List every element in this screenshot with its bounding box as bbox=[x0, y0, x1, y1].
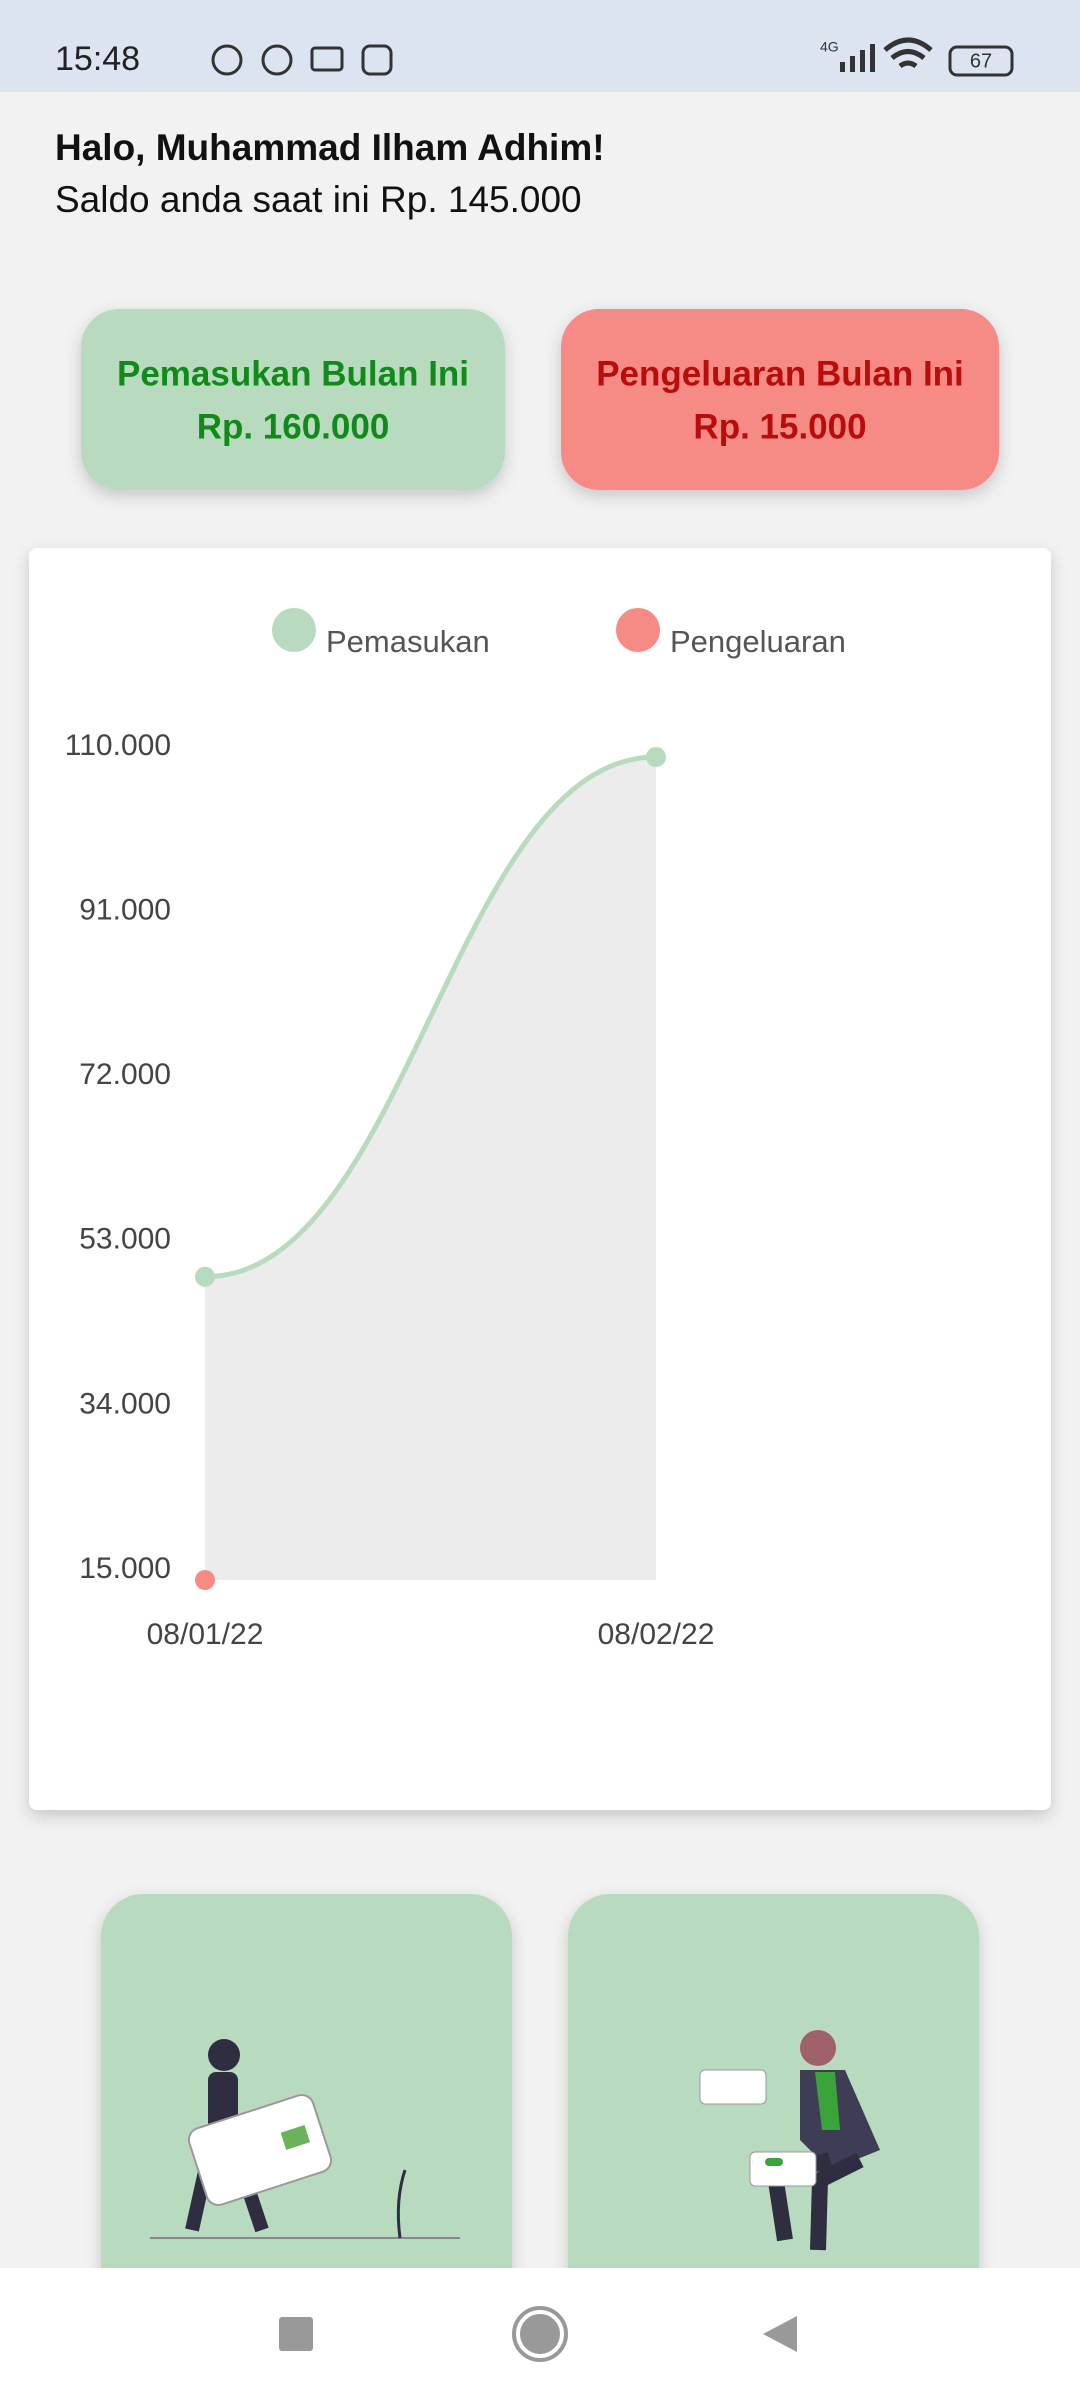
data-point bbox=[195, 1266, 215, 1287]
x-tick-label: 08/02/22 bbox=[598, 1618, 715, 1651]
battery-icon bbox=[948, 45, 1014, 77]
data-point bbox=[195, 1570, 215, 1590]
recents-button[interactable] bbox=[279, 2317, 313, 2351]
series-line bbox=[204, 754, 657, 1280]
income-title: Pemasukan Bulan Ini bbox=[117, 354, 469, 393]
y-tick-label: 15.000 bbox=[79, 1552, 171, 1585]
income-card[interactable] bbox=[81, 309, 505, 490]
y-tick-label: 91.000 bbox=[79, 894, 171, 927]
menu-card[interactable] bbox=[568, 1894, 979, 2314]
status-icons bbox=[211, 44, 393, 76]
y-tick-label: 110.000 bbox=[65, 729, 171, 762]
x-tick-label: 08/01/22 bbox=[147, 1618, 264, 1651]
back-button[interactable] bbox=[763, 2316, 797, 2352]
income-amount: Rp. 160.000 bbox=[197, 407, 390, 446]
clock: 15:48 bbox=[55, 40, 140, 78]
legend-label: Pemasukan bbox=[326, 624, 490, 659]
legend-label: Pengeluaran bbox=[670, 624, 846, 659]
balance: Saldo anda saat ini Rp. 145.000 bbox=[55, 179, 582, 220]
data-point bbox=[646, 747, 666, 767]
signal-icon bbox=[840, 44, 875, 72]
status-bar bbox=[0, 0, 1080, 92]
wifi-icon bbox=[883, 37, 933, 69]
area-fill bbox=[205, 757, 656, 1580]
y-tick-label: 72.000 bbox=[79, 1058, 171, 1091]
home-button[interactable] bbox=[516, 2310, 564, 2358]
chart: 15.000 34.000 53.000 72.000 91.000 110.000 08/… bbox=[65, 608, 846, 1651]
legend-swatch bbox=[272, 608, 316, 652]
greeting: Halo, Muhammad Ilham Adhim! bbox=[55, 127, 605, 168]
y-tick-label: 34.000 bbox=[79, 1387, 171, 1420]
expense-title: Pengeluaran Bulan Ini bbox=[596, 354, 964, 393]
illustration-woman bbox=[150, 2039, 460, 2239]
illustration-man bbox=[699, 2030, 880, 2251]
y-tick-label: 53.000 bbox=[79, 1223, 171, 1256]
network-label: 4G bbox=[820, 39, 839, 55]
expense-amount: Rp. 15.000 bbox=[693, 407, 866, 446]
legend-swatch bbox=[616, 608, 660, 652]
battery-level: 67 bbox=[970, 50, 992, 72]
home-ring bbox=[512, 2306, 568, 2362]
expense-card[interactable] bbox=[561, 309, 999, 490]
